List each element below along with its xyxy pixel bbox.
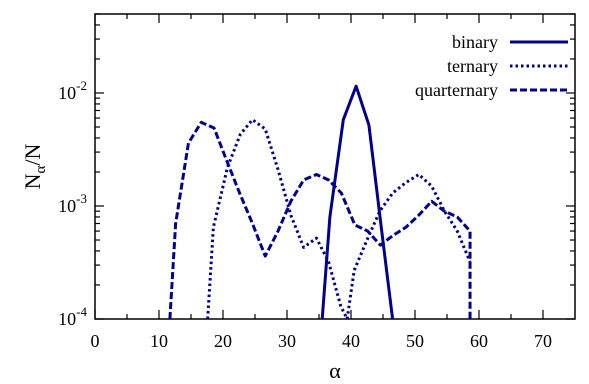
x-tick-label: 10 [150,331,168,351]
y-axis-label-subscript: α [33,165,49,173]
y-tick-label: 10-3 [58,191,87,216]
x-tick-labels: 0 10 20 30 40 50 60 70 [91,331,553,351]
x-tick-label: 20 [214,331,232,351]
legend: binary ternary quarternary [415,32,568,100]
x-tick-label: 30 [278,331,296,351]
series-line-ternary [206,118,472,319]
series-layer [168,84,472,319]
legend-label-ternary: ternary [447,56,498,76]
x-tick-label: 60 [470,331,488,351]
series-line-binary [320,84,395,319]
x-tick-label: 0 [91,331,100,351]
y-axis-label-base: N [20,173,45,189]
legend-label-quarternary: quarternary [415,80,498,100]
tick-marks [94,13,575,320]
series-line-quarternary [168,120,472,319]
legend-label-binary: binary [452,32,498,52]
y-tick-label: 10-2 [58,78,87,103]
svg-text:Nα/N: Nα/N [20,144,49,190]
y-tick-labels: 10-4 10-3 10-2 [58,78,87,329]
x-tick-label: 50 [406,331,424,351]
x-axis-label: α [329,358,341,383]
y-axis-label-rest: /N [20,144,45,166]
y-tick-label: 10-4 [58,304,87,329]
x-tick-label: 70 [534,331,552,351]
plot-frame [94,13,576,320]
x-tick-label: 40 [342,331,360,351]
y-axis-label: Nα/N [20,144,49,190]
